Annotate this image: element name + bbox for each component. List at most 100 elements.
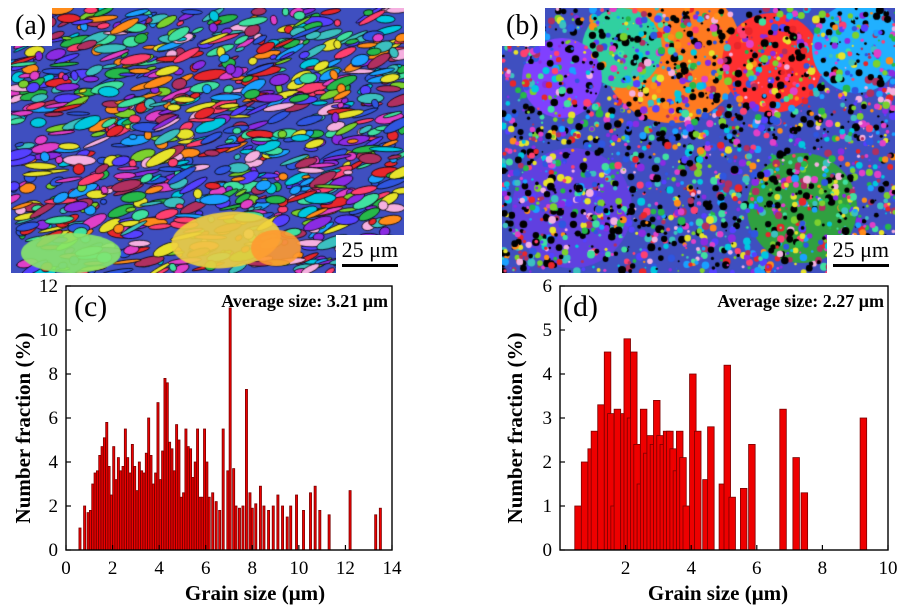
- y-tick-label-d: 5: [543, 320, 553, 341]
- y-tick-label-d: 6: [543, 278, 553, 297]
- x-tick-label-c: 8: [248, 558, 258, 579]
- x-tick-label-c: 12: [336, 558, 355, 579]
- x-tick-label-d: 6: [752, 558, 762, 579]
- annotation-d: Average size: 2.27 μm: [717, 291, 884, 311]
- bar-c: [119, 470, 123, 551]
- bar-c: [165, 382, 169, 551]
- bar-c: [135, 490, 139, 551]
- bar-c: [158, 479, 162, 551]
- bar-d: [859, 417, 868, 551]
- bar-c: [378, 507, 382, 551]
- bar-d: [580, 461, 589, 551]
- bar-d: [792, 457, 800, 551]
- bar-c: [241, 505, 245, 551]
- bar-c: [205, 461, 209, 551]
- bar-c: [238, 507, 241, 551]
- scale-bar-text-b: 25 μm: [832, 237, 889, 262]
- bar-c: [175, 424, 179, 551]
- bar-c: [107, 465, 111, 551]
- bar-c: [105, 421, 109, 551]
- bar-d: [748, 443, 756, 551]
- x-tick-label-c: 14: [383, 558, 403, 579]
- panel-label-c: (c): [74, 290, 107, 323]
- bar-c: [267, 509, 271, 551]
- y-tick-label-c: 12: [39, 278, 58, 297]
- bar-c: [348, 490, 352, 551]
- bar-c: [121, 465, 125, 551]
- bar-c: [234, 505, 238, 551]
- y-tick-label-d: 2: [543, 452, 553, 473]
- y-tick-label-d: 1: [543, 496, 553, 517]
- bar-c: [179, 496, 183, 551]
- bar-c: [116, 457, 120, 551]
- bar-c: [276, 494, 280, 551]
- bar-c: [318, 509, 322, 551]
- bar-c: [281, 505, 285, 551]
- y-tick-label-c: 0: [49, 540, 59, 561]
- y-tick-label-d: 0: [543, 540, 553, 561]
- y-tick-label-c: 10: [39, 320, 58, 341]
- bar-c: [140, 470, 144, 551]
- bar-c: [211, 492, 215, 551]
- y-tick-label-c: 4: [49, 452, 59, 473]
- bar-c: [98, 454, 102, 551]
- bar-c: [93, 472, 97, 551]
- x-tick-label-c: 10: [289, 558, 308, 579]
- bar-c: [89, 509, 92, 551]
- bar-c: [198, 496, 202, 551]
- bar-d: [574, 505, 582, 551]
- bar-c: [130, 443, 134, 551]
- bar-c: [95, 470, 99, 551]
- bar-d: [613, 408, 622, 551]
- bar-c: [295, 494, 298, 551]
- x-tick-label-d: 2: [621, 558, 631, 579]
- ebsd-map-b: [502, 8, 895, 273]
- bars-d: [574, 338, 868, 551]
- bar-c: [149, 454, 153, 551]
- bar-c: [83, 505, 87, 551]
- bar-c: [254, 503, 258, 551]
- bar-c: [133, 465, 137, 551]
- x-tick-label-c: 6: [201, 558, 211, 579]
- x-tick-label-c: 0: [61, 558, 71, 579]
- bar-c: [177, 439, 181, 551]
- bar-c: [172, 470, 176, 551]
- histogram-c: Number fraction (%) Grain size (μm) (c) …: [11, 278, 403, 605]
- bar-d: [707, 426, 715, 551]
- bar-d: [682, 505, 690, 551]
- bar-c: [112, 446, 116, 551]
- scale-bar-line-a: [341, 264, 398, 267]
- bar-c: [184, 428, 188, 551]
- bar-d: [728, 496, 736, 551]
- x-tick-label-d: 10: [879, 558, 898, 579]
- panel-label-d: (d): [563, 290, 598, 323]
- bar-c: [302, 509, 305, 551]
- bar-c: [374, 514, 378, 551]
- bar-c: [186, 446, 190, 551]
- bars-c: [78, 307, 382, 551]
- bar-c: [170, 448, 174, 551]
- bar-c: [248, 492, 252, 551]
- bar-c: [147, 417, 151, 551]
- bar-c: [285, 516, 289, 551]
- bar-c: [193, 461, 197, 551]
- bar-c: [250, 507, 254, 551]
- bar-d: [739, 487, 748, 551]
- bar-c: [258, 485, 262, 551]
- bar-d: [590, 430, 599, 551]
- bar-c: [218, 509, 222, 551]
- x-tick-label-d: 8: [818, 558, 828, 579]
- bar-c: [245, 389, 248, 551]
- bar-c: [182, 492, 186, 551]
- y-tick-label-d: 3: [543, 408, 553, 429]
- y-tick-label-d: 4: [543, 364, 553, 385]
- bar-c: [196, 428, 200, 551]
- bar-c: [189, 448, 193, 551]
- y-tick-label-c: 8: [49, 364, 59, 385]
- ebsd-map-a: [11, 8, 404, 273]
- bar-c: [156, 402, 160, 551]
- bar-c: [109, 494, 113, 551]
- x-tick-label-c: 2: [108, 558, 118, 579]
- bar-c: [313, 485, 317, 551]
- bar-c: [137, 461, 141, 551]
